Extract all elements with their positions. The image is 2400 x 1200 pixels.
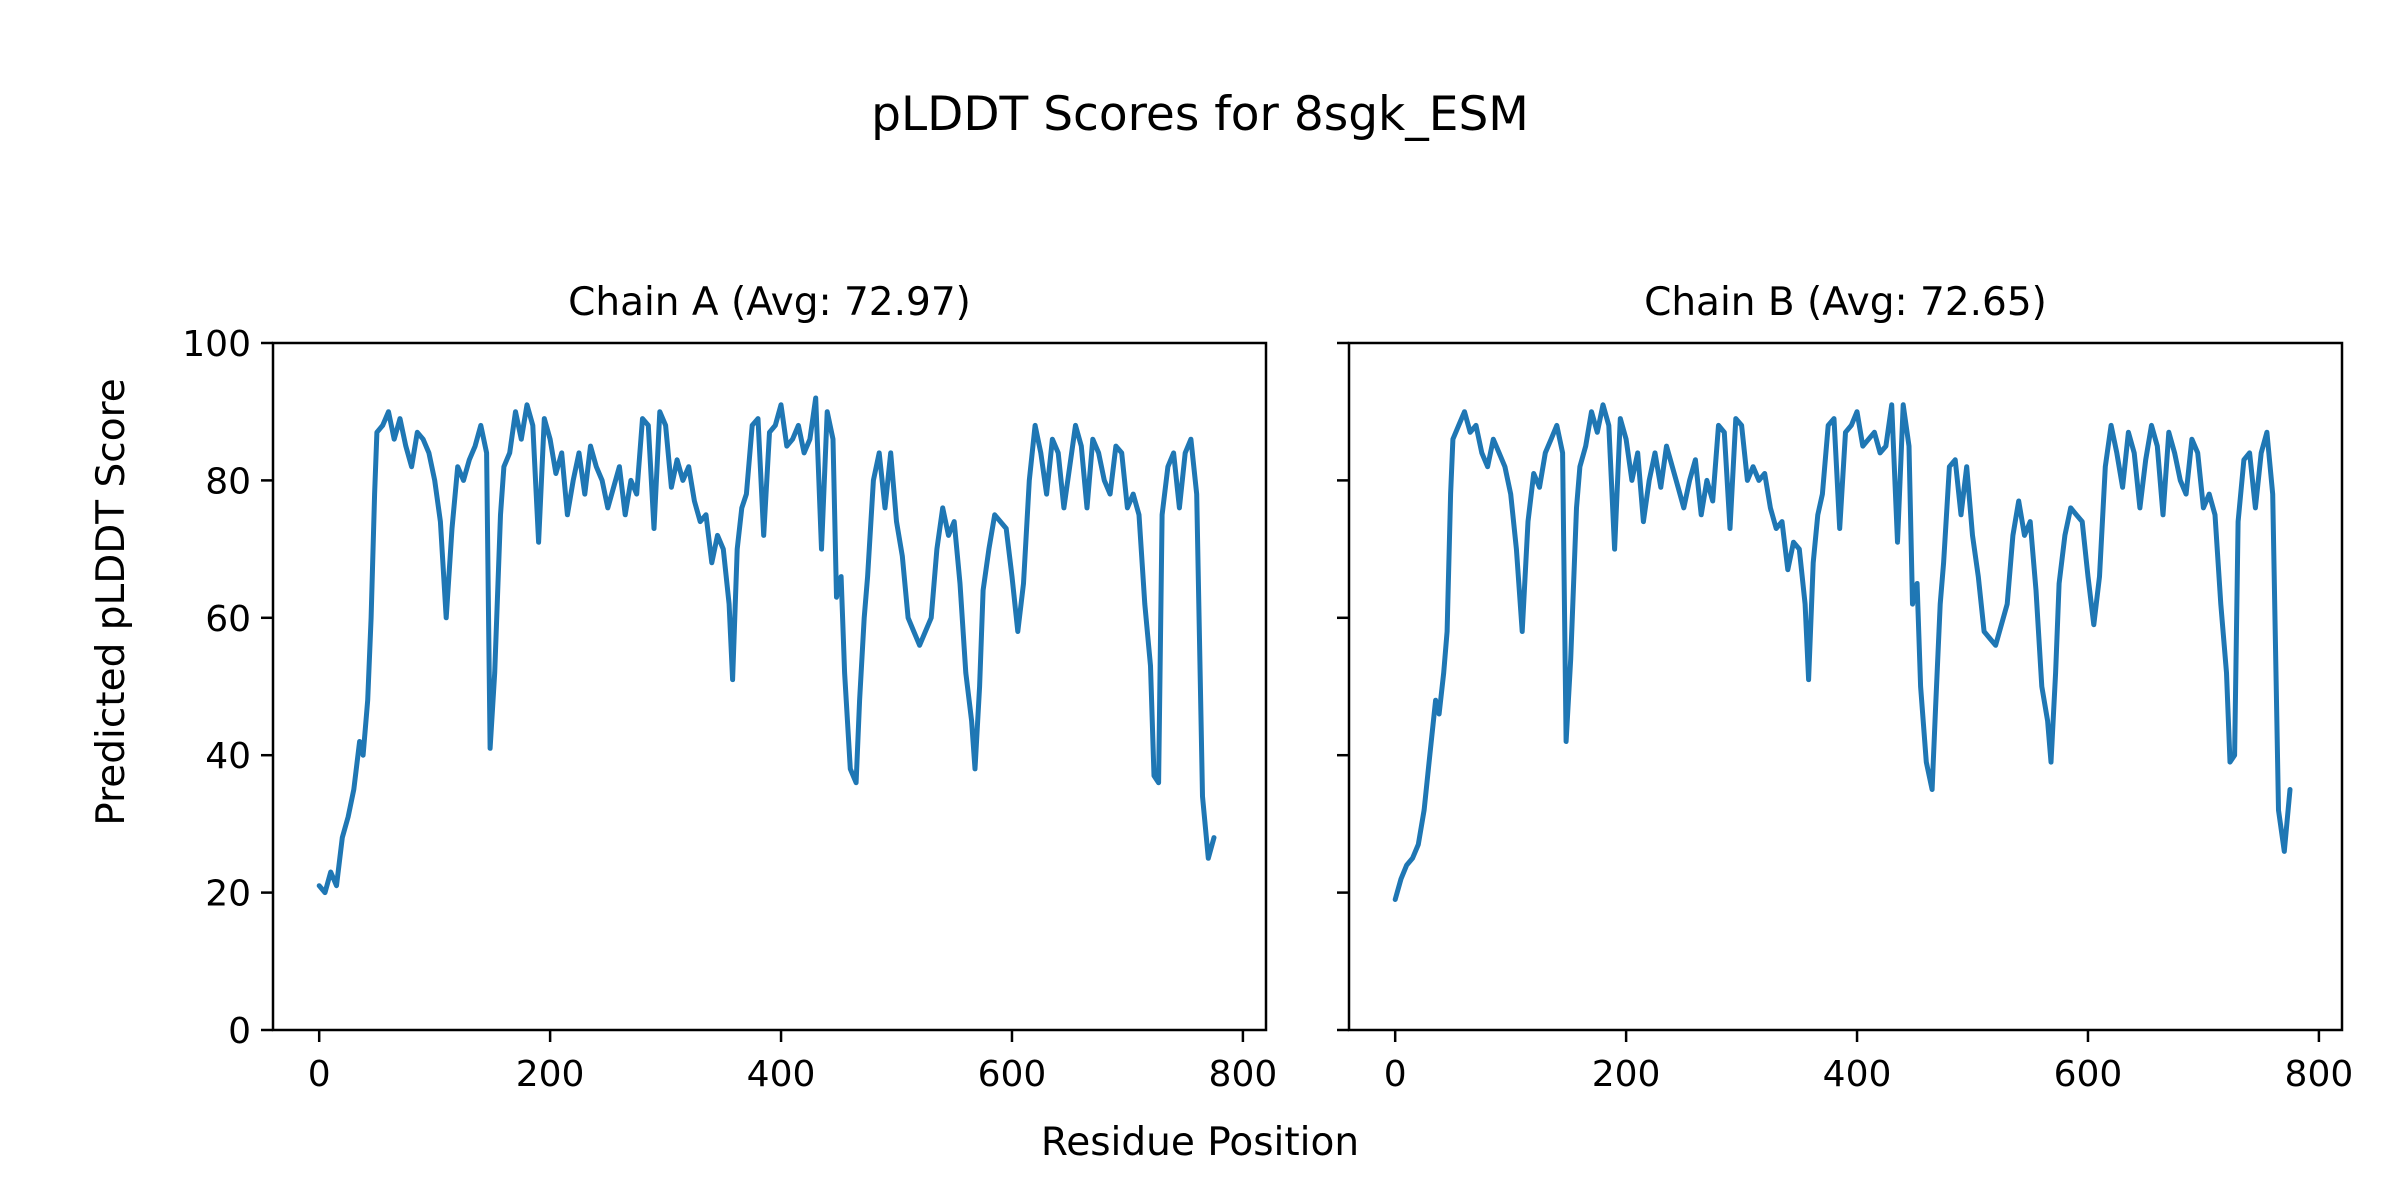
y-axis-label: Predicted pLDDT Score: [89, 378, 134, 825]
x-tick-label: 0: [1384, 1054, 1407, 1095]
y-tick-label: 0: [228, 1011, 251, 1052]
y-tick-label: 60: [205, 599, 251, 640]
x-axis-label: Residue Position: [1041, 1120, 1359, 1165]
y-tick-label: 20: [205, 874, 251, 915]
x-tick-label: 200: [516, 1054, 585, 1095]
x-tick-label: 800: [1209, 1054, 1278, 1095]
chart-panel-chain-b: Chain B (Avg: 72.65) 0 200 400 600 800: [1337, 280, 2353, 1095]
y-tick-label: 100: [182, 324, 251, 365]
x-tick-label: 800: [2285, 1054, 2354, 1095]
x-tick-label: 400: [747, 1054, 816, 1095]
series-line: [1392, 402, 2293, 902]
chart-panel-chain-a: Chain A (Avg: 72.97) 0 200 400 600 800 0 20 40 60…: [182, 280, 1277, 1095]
x-tick-label: 0: [308, 1054, 331, 1095]
x-tick-label: 600: [2054, 1054, 2123, 1095]
y-tick-label: 80: [205, 461, 251, 502]
x-tick-label: 400: [1823, 1054, 1892, 1095]
series-line: [316, 395, 1217, 896]
panel-title: Chain B (Avg: 72.65): [1644, 280, 2047, 325]
y-tick-label: 40: [205, 736, 251, 777]
panel-title: Chain A (Avg: 72.97): [568, 280, 971, 325]
x-tick-label: 600: [978, 1054, 1047, 1095]
x-tick-label: 200: [1592, 1054, 1661, 1095]
figure-title: pLDDT Scores for 8sgk_ESM: [871, 87, 1529, 142]
axes-frame: [271, 341, 1268, 1032]
axes-frame: [1347, 341, 2344, 1032]
